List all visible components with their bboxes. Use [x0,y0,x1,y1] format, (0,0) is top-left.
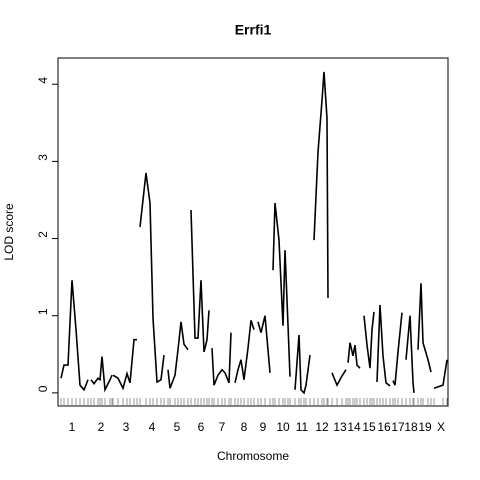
y-tick-label: 2 [36,231,50,238]
chart-title: Errfi1 [235,22,272,38]
x-tick-label: 6 [198,420,205,434]
x-axis-label: Chromosome [217,449,289,463]
x-tick-label: 2 [98,420,105,434]
x-tick-label: 19 [418,420,432,434]
lod-line [347,342,361,369]
plot-frame [57,57,449,407]
x-tick-label: 7 [219,420,226,434]
x-tick-label: 8 [241,420,248,434]
lod-line [112,338,137,391]
lod-line [167,321,189,389]
lod-line [417,283,432,373]
x-tick-label: 11 [296,420,309,434]
lod-line [272,202,291,377]
y-tick-label: 4 [36,77,50,84]
lod-line [376,304,391,387]
lod-line [392,312,403,386]
x-tick-label: 17 [391,420,405,434]
lod-line [405,315,415,393]
x-tick-label: 9 [260,420,267,434]
y-tick-label: 3 [36,154,50,161]
x-tick-label: 1 [69,420,76,434]
x-tick-label: 15 [362,420,376,434]
lod-line [90,356,113,393]
x-tick-label: X [437,420,445,434]
lod-line [294,334,311,395]
y-tick-label: 1 [36,308,50,315]
x-tick-label: 3 [123,420,130,434]
lod-line [363,311,375,369]
y-tick-label: 0 [36,385,50,392]
lod-line [190,209,210,353]
x-tick-label: 16 [377,420,391,434]
x-tick-label: 12 [315,420,329,434]
x-tick-label: 10 [276,420,290,434]
lod-line [234,320,255,384]
lod-line [433,359,448,390]
x-tick-label: 5 [174,420,181,434]
x-tick-label: 14 [347,420,361,434]
lod-line [139,172,165,384]
lod-line [257,315,271,373]
lod-line [331,369,347,388]
lod-line [211,332,232,386]
y-axis-label: LOD score [2,203,16,261]
lod-line [313,71,329,298]
x-tick-label: 18 [404,420,418,434]
x-tick-label: 13 [333,420,347,434]
lod-line [60,280,89,392]
x-tick-label: 4 [149,420,156,434]
